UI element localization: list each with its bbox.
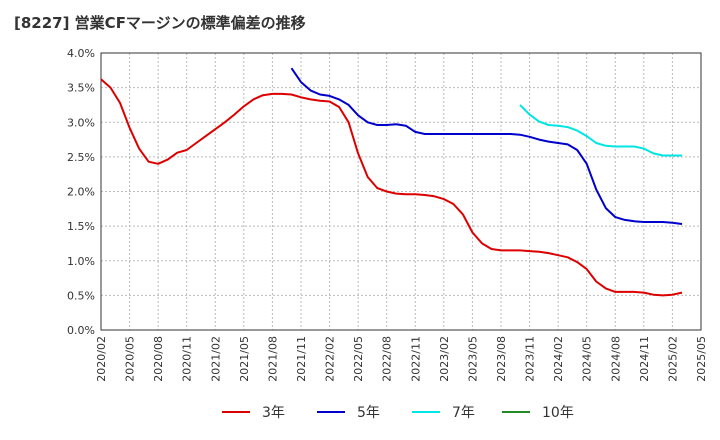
x-tick-label: 2020/08 [152,336,165,382]
x-tick-label: 2023/02 [438,336,451,382]
y-tick-label: 3.0% [67,116,95,129]
legend-label: 3年 [262,405,285,421]
grid-layer [101,52,702,330]
x-tick-label: 2020/02 [95,336,108,382]
legend-item-2: 7年 [412,405,475,421]
x-tick-label: 2021/02 [209,336,222,382]
plot-frame [100,52,702,331]
legend-label: 7年 [452,405,475,421]
x-tick-label: 2023/08 [495,336,508,382]
x-tick-label: 2025/05 [695,336,708,382]
y-tick-label: 1.5% [67,220,95,233]
x-tick-label: 2021/11 [295,336,308,382]
x-tick-label: 2024/02 [552,336,565,382]
legend-label: 5年 [357,405,380,421]
series-layer [100,67,683,297]
legend-label: 10年 [542,405,574,421]
legend-item-1: 5年 [317,405,380,421]
series-line-2 [519,104,682,157]
series-line-0 [100,78,683,297]
y-tick-label: 0.5% [67,289,95,302]
chart-title: [8227] 営業CFマージンの標準偏差の推移 [14,14,306,32]
x-tick-label: 2021/08 [266,336,279,382]
axis-layer: 0.0% 0.5% 1.0% 1.5% 2.0% 2.5% 3.0% 3.5% 4.0% 2020… [67,47,708,382]
x-tick-label: 2022/05 [352,336,365,382]
x-tick-label: 2024/05 [581,336,594,382]
x-tick-label: 2023/05 [466,336,479,382]
y-tick-label: 0.0% [67,324,95,337]
y-tick-label: 2.5% [67,151,95,164]
x-tick-label: 2020/05 [124,336,137,382]
series-line-1 [290,67,683,225]
y-tick-label: 1.0% [67,255,95,268]
x-tick-label: 2023/11 [524,336,537,382]
x-tick-label: 2021/05 [238,336,251,382]
legend-item-3: 10年 [502,405,574,421]
x-tick-label: 2024/08 [609,336,622,382]
legend: 3年 5年 7年 10年 [222,405,574,421]
y-tick-label: 3.5% [67,82,95,95]
x-tick-label: 2022/11 [409,336,422,382]
x-tick-label: 2022/02 [324,336,337,382]
x-tick-label: 2020/11 [181,336,194,382]
y-tick-label: 4.0% [67,47,95,60]
x-tick-label: 2025/02 [666,336,679,382]
x-tick-label: 2024/11 [638,336,651,382]
x-tick-label: 2022/08 [381,336,394,382]
legend-item-0: 3年 [222,405,285,421]
y-tick-label: 2.0% [67,186,95,199]
